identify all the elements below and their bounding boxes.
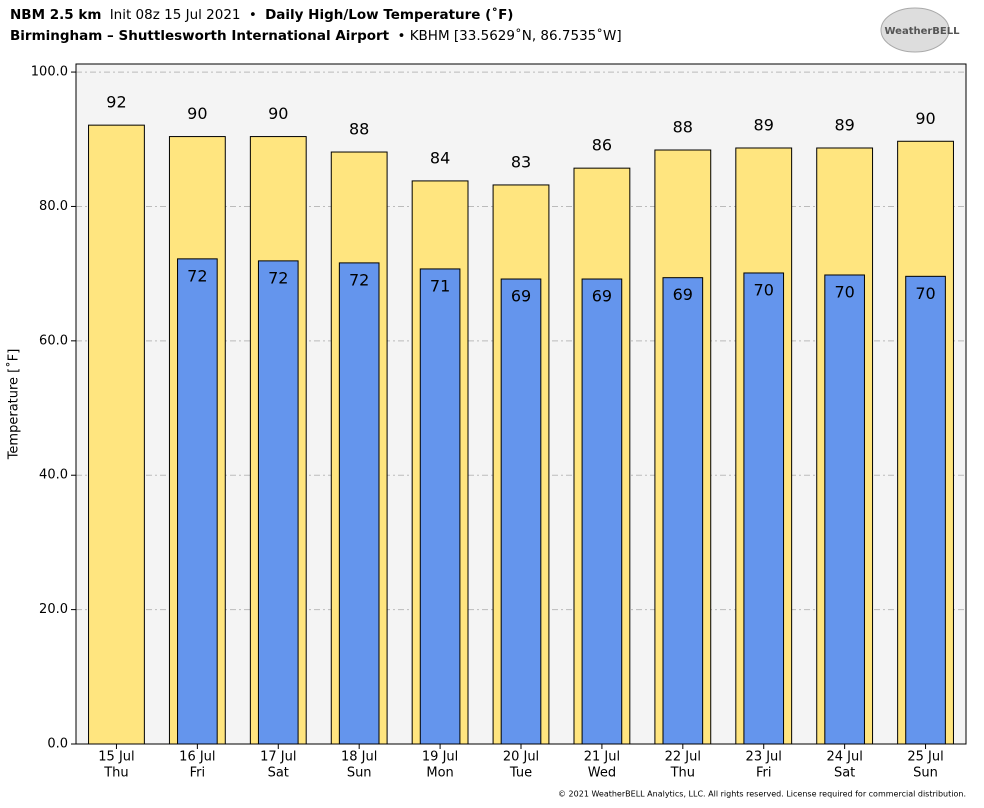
chart-subtitle: Birmingham – Shuttlesworth International… [10,27,622,44]
value-label: 69 [592,287,612,306]
y-tick-label: 80.0 [39,199,68,214]
x-tick-label: Wed [588,766,616,781]
value-label: 72 [349,270,369,289]
footer: © 2021 WeatherBELL Analytics, LLC. All r… [558,790,966,799]
value-label: 89 [834,115,854,134]
y-tick-label: 100.0 [31,65,68,80]
low-bar [905,275,946,745]
x-tick-label: Thu [670,766,695,781]
value-label: 88 [673,118,693,137]
title-model: NBM 2.5 km [10,7,101,23]
low-bar [824,274,865,745]
x-tick-label: 22 Jul [665,750,701,765]
value-label: 89 [754,115,774,134]
low-bar [338,262,380,745]
x-tick-label: Sun [347,766,372,781]
x-tick-label: Sat [834,766,855,781]
value-label: 69 [673,285,693,304]
logo: WeatherBELL [884,26,960,37]
low-bar [662,277,704,745]
x-tick-label: Sun [913,766,938,781]
value-label: 86 [592,136,612,155]
x-tick-label: 15 Jul [98,750,134,765]
title-name: Daily High/Low Temperature (˚F) [265,6,513,23]
x-tick-label: Mon [426,766,453,781]
x-tick-label: 23 Jul [746,750,782,765]
x-tick-label: Thu [103,766,128,781]
low-bar [581,278,623,745]
value-label: 70 [915,284,935,303]
value-label: 90 [268,104,288,123]
low-bar [177,258,218,745]
low-bar [419,268,461,745]
value-label: 88 [349,120,369,139]
x-tick-label: 17 Jul [260,750,296,765]
y-tick-label: 40.0 [39,468,68,483]
y-tick-label: 20.0 [39,602,68,617]
value-label: 84 [430,148,450,167]
x-tick-label: 19 Jul [422,750,458,765]
x-tick-label: 24 Jul [826,750,862,765]
plot-frame [75,63,967,745]
value-label: 70 [834,282,854,301]
subtitle-station: Birmingham – Shuttlesworth International… [10,28,390,44]
low-bar [500,278,542,745]
value-label: 92 [106,93,126,112]
value-label: 90 [187,104,207,123]
chart-title: NBM 2.5 km Init 08z 15 Jul 2021 • Daily … [10,6,513,23]
value-label: 72 [268,268,288,287]
x-tick-label: 20 Jul [503,750,539,765]
subtitle-info: • KBHM [33.5629˚N, 86.7535˚W] [397,27,621,44]
x-tick-label: 16 Jul [179,750,215,765]
low-bar [257,260,299,745]
x-tick-label: Fri [756,766,772,781]
y-axis-label: Temperature [˚F] [6,349,22,461]
y-tick-label: 60.0 [39,333,68,348]
x-tick-label: Tue [509,766,532,781]
title-init: Init 08z 15 Jul 2021 [110,7,241,23]
value-label: 70 [754,280,774,299]
x-tick-label: 18 Jul [341,750,377,765]
value-label: 72 [187,266,207,285]
value-label: 71 [430,276,450,295]
logo-mark [880,7,950,53]
high-bar [88,124,145,745]
x-tick-label: 21 Jul [584,750,620,765]
low-bar [743,272,785,745]
value-label: 69 [511,287,531,306]
value-label: 83 [511,152,531,171]
value-label: 90 [915,109,935,128]
y-tick-label: 0.0 [47,737,68,752]
title-sep: • [249,7,257,23]
x-tick-label: 25 Jul [907,750,943,765]
x-tick-label: Sat [268,766,289,781]
x-tick-label: Fri [190,766,206,781]
